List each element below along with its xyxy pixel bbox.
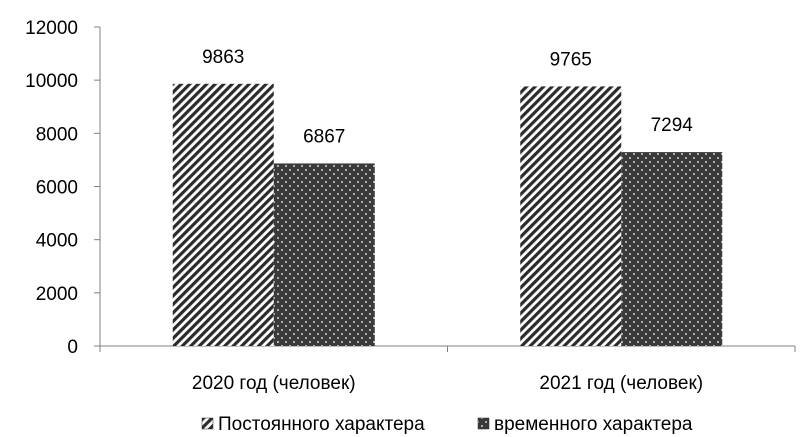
y-tick-label: 10000 bbox=[25, 71, 78, 92]
y-tick-label: 8000 bbox=[36, 124, 78, 145]
y-tick-label: 12000 bbox=[25, 18, 78, 39]
bar-series-2-cat-1 bbox=[273, 163, 375, 346]
legend-swatch bbox=[201, 417, 214, 430]
legend-item: временного характера bbox=[477, 414, 693, 435]
y-tick-label: 6000 bbox=[36, 178, 78, 199]
y-tick-label: 4000 bbox=[36, 231, 78, 252]
y-tick-label: 0 bbox=[67, 337, 78, 358]
x-category-label: 2020 год (человек) bbox=[192, 373, 356, 394]
axes: 0 2000 4000 6000 8000 10000 12000 bbox=[25, 18, 796, 358]
legend-item: Постоянного характера bbox=[201, 414, 425, 435]
legend-label: временного характера bbox=[494, 414, 693, 435]
labels: 9863 6867 2020 год (человек) 9765 7294 2021 г… bbox=[192, 47, 703, 394]
data-label: 6867 bbox=[303, 126, 345, 147]
data-label: 9863 bbox=[202, 47, 244, 68]
bars bbox=[172, 83, 723, 346]
data-label: 9765 bbox=[550, 49, 592, 70]
y-tick-label: 2000 bbox=[36, 284, 78, 305]
bar-series-1-cat-1 bbox=[172, 83, 274, 346]
legend-label: Постоянного характера bbox=[218, 414, 425, 435]
bar-series-1-cat-2 bbox=[520, 86, 622, 346]
x-category-label: 2021 год (человек) bbox=[539, 373, 703, 394]
legend-swatch bbox=[477, 417, 490, 430]
legend: Постоянного характера временного характер… bbox=[201, 414, 693, 435]
data-label: 7294 bbox=[651, 115, 694, 136]
bar-series-2-cat-2 bbox=[621, 152, 723, 346]
